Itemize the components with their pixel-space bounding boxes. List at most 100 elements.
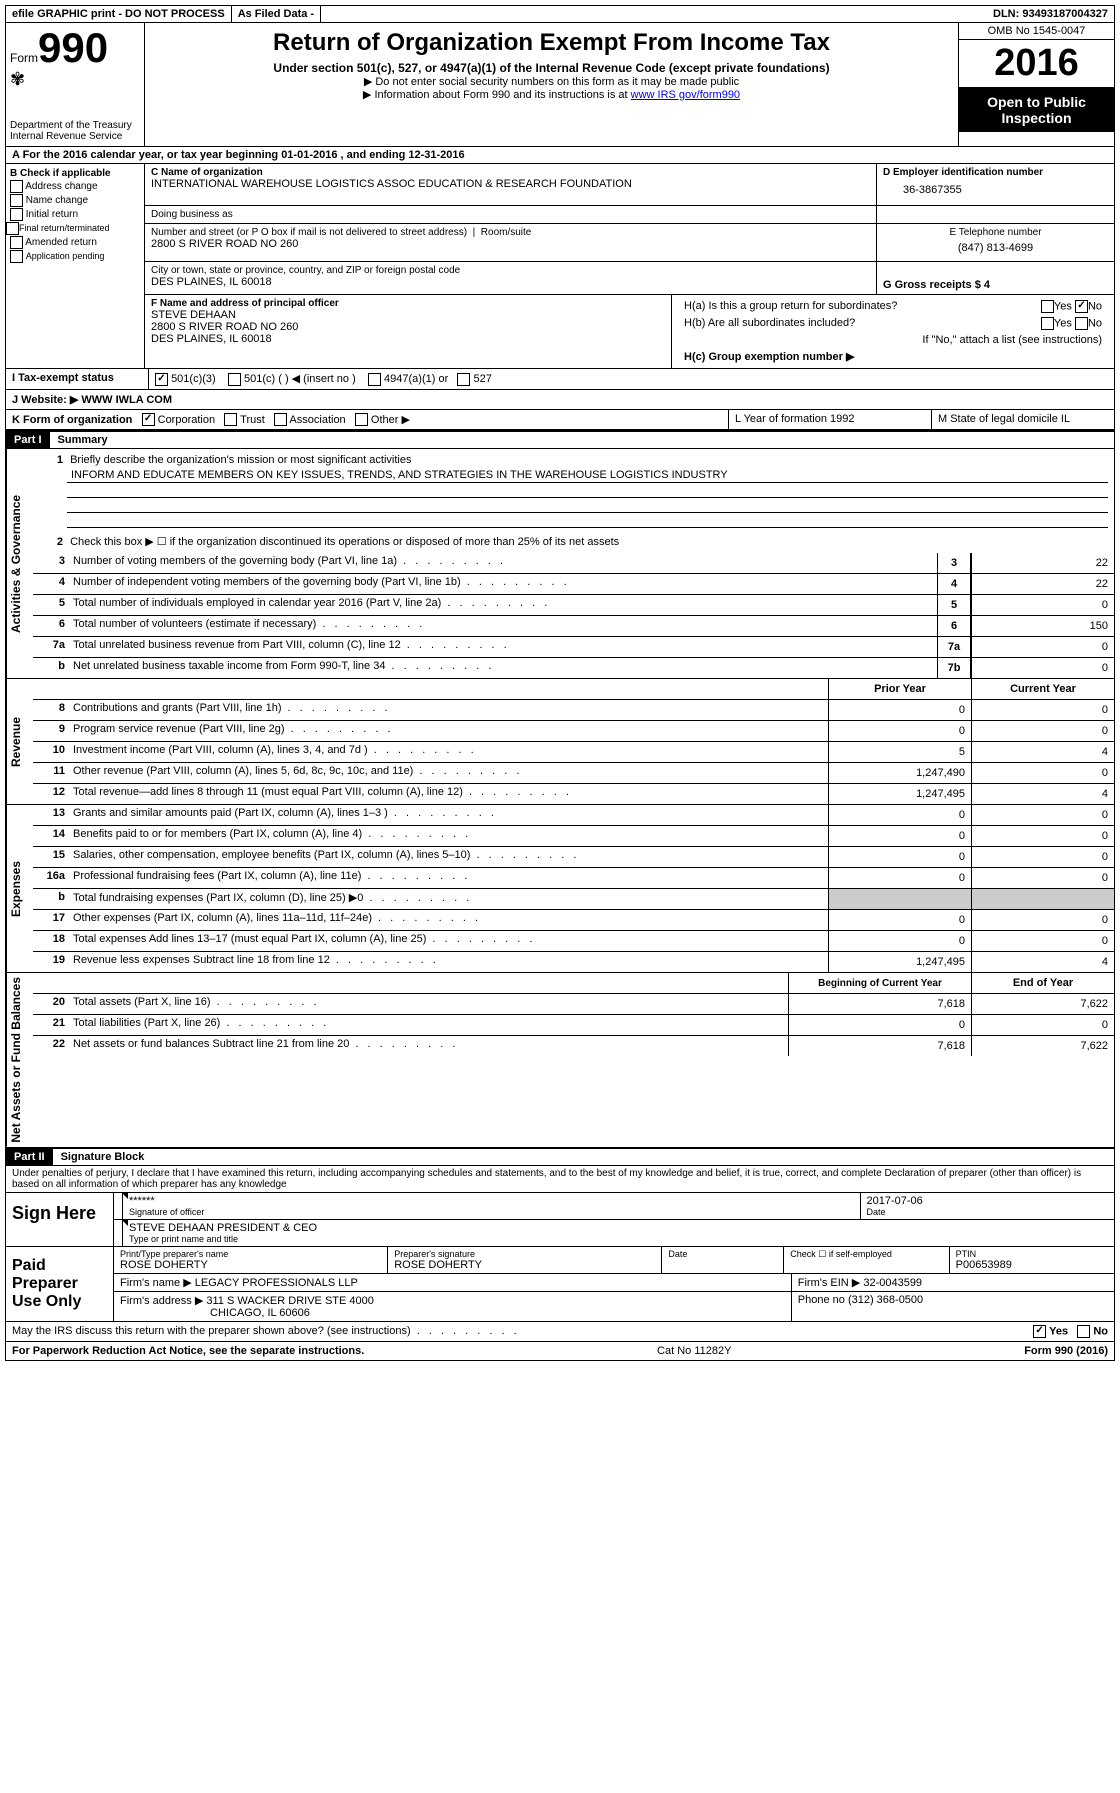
header-right: OMB No 1545-0047 2016 Open to Public Ins… xyxy=(958,23,1114,146)
section-revenue: Revenue Prior Year Current Year 8 Contri… xyxy=(6,679,1114,805)
line-desc: Total expenses Add lines 13–17 (must equ… xyxy=(69,931,828,951)
check-address-change[interactable] xyxy=(10,180,23,193)
ha-no-check[interactable]: ✓ xyxy=(1075,300,1088,313)
prior-value: 1,247,495 xyxy=(828,784,971,804)
discuss-no-check[interactable] xyxy=(1077,1325,1090,1338)
check-trust[interactable] xyxy=(224,413,237,426)
part-1-title: Summary xyxy=(50,432,116,448)
prior-value: 0 xyxy=(828,847,971,867)
line-desc: Other expenses (Part IX, column (A), lin… xyxy=(69,910,828,930)
header-middle: Return of Organization Exempt From Incom… xyxy=(145,23,958,146)
current-value: 4 xyxy=(971,742,1114,762)
check-501c[interactable] xyxy=(228,373,241,386)
officer-addr1: 2800 S RIVER ROAD NO 260 xyxy=(151,321,665,333)
part-1-header: Part I xyxy=(6,432,50,448)
check-name-change[interactable] xyxy=(10,194,23,207)
row-i-label: I Tax-exempt status xyxy=(6,369,149,389)
firm-name-label: Firm's name ▶ xyxy=(120,1277,192,1289)
self-employed-check: Check ☐ if self-employed xyxy=(784,1247,949,1273)
open-inspection: Open to Public Inspection xyxy=(959,88,1114,132)
prior-value xyxy=(828,889,971,909)
officer-name: STEVE DEHAAN xyxy=(151,309,665,321)
as-filed-label: As Filed Data - xyxy=(232,6,321,22)
sign-here-label: Sign Here xyxy=(6,1193,114,1246)
sign-here-section: Sign Here ****** Signature of officer 20… xyxy=(6,1192,1114,1246)
check-app-pending[interactable] xyxy=(10,250,23,263)
current-year-header: Current Year xyxy=(971,679,1114,699)
check-initial-return[interactable] xyxy=(10,208,23,221)
paid-preparer-section: Paid Preparer Use Only Print/Type prepar… xyxy=(6,1246,1114,1321)
line-desc: Number of voting members of the governin… xyxy=(69,553,937,573)
current-value: 0 xyxy=(971,868,1114,888)
current-value: 0 xyxy=(971,847,1114,867)
gov-row: 4 Number of independent voting members o… xyxy=(33,574,1114,595)
form-number: 990 xyxy=(38,24,108,71)
org-name: INTERNATIONAL WAREHOUSE LOGISTICS ASSOC … xyxy=(151,178,870,190)
check-other[interactable] xyxy=(355,413,368,426)
line-value: 22 xyxy=(971,553,1114,573)
table-row: 20 Total assets (Part X, line 16) 7,618 … xyxy=(33,994,1114,1015)
line-value: 150 xyxy=(971,616,1114,636)
line-box: 6 xyxy=(937,616,971,636)
current-value: 4 xyxy=(971,952,1114,972)
line-box: 4 xyxy=(937,574,971,594)
line-desc: Grants and similar amounts paid (Part IX… xyxy=(69,805,828,825)
org-name-label: C Name of organization xyxy=(151,167,870,178)
firm-phone-label: Phone no xyxy=(798,1294,845,1306)
check-final-return[interactable] xyxy=(6,222,19,235)
top-bar: efile GRAPHIC print - DO NOT PROCESS As … xyxy=(6,6,1114,23)
col-g-gross: G Gross receipts $ 4 xyxy=(876,262,1114,294)
check-amended[interactable] xyxy=(10,236,23,249)
discuss-yes-check[interactable]: ✓ xyxy=(1033,1325,1046,1338)
hb-note: If "No," attach a list (see instructions… xyxy=(678,332,1108,348)
prep-sig-label: Preparer's signature xyxy=(394,1249,655,1259)
check-corp[interactable]: ✓ xyxy=(142,413,155,426)
tel-label: E Telephone number xyxy=(883,227,1108,238)
line-desc: Benefits paid to or for members (Part IX… xyxy=(69,826,828,846)
section-activities-governance: Activities & Governance 1 Briefly descri… xyxy=(6,449,1114,679)
bcy-header: Beginning of Current Year xyxy=(788,973,971,993)
prior-value: 0 xyxy=(828,826,971,846)
check-501c3[interactable]: ✓ xyxy=(155,373,168,386)
line-desc: Contributions and grants (Part VIII, lin… xyxy=(69,700,828,720)
line-value: 22 xyxy=(971,574,1114,594)
check-4947[interactable] xyxy=(368,373,381,386)
vert-label-ag: Activities & Governance xyxy=(6,449,33,678)
gov-row: 6 Total number of volunteers (estimate i… xyxy=(33,616,1114,637)
prior-value: 0 xyxy=(828,700,971,720)
hb-yes-check[interactable] xyxy=(1041,317,1054,330)
prior-value: 7,618 xyxy=(788,994,971,1014)
line-value: 0 xyxy=(971,637,1114,657)
part-1-bar: Part I Summary xyxy=(6,430,1114,449)
current-value: 0 xyxy=(971,1015,1114,1035)
gross-receipts: G Gross receipts $ 4 xyxy=(883,265,1108,291)
discuss-question: May the IRS discuss this return with the… xyxy=(12,1325,411,1337)
omb-number: OMB No 1545-0047 xyxy=(959,23,1114,40)
prior-value: 0 xyxy=(828,931,971,951)
f-label: F Name and address of principal officer xyxy=(151,298,665,309)
firm-addr-label: Firm's address ▶ xyxy=(120,1295,203,1307)
prep-name-label: Print/Type preparer's name xyxy=(120,1249,381,1259)
sig-arrow-icon xyxy=(114,1193,123,1219)
irs-link[interactable]: www IRS gov/form990 xyxy=(631,89,740,101)
table-row: 16a Professional fundraising fees (Part … xyxy=(33,868,1114,889)
dba-label: Doing business as xyxy=(151,209,870,220)
line-desc: Total assets (Part X, line 16) xyxy=(69,994,788,1014)
form-subtitle: Under section 501(c), 527, or 4947(a)(1)… xyxy=(151,61,952,75)
col-b-title: B Check if applicable xyxy=(10,168,140,179)
table-row: 10 Investment income (Part VIII, column … xyxy=(33,742,1114,763)
street-label: Number and street (or P O box if mail is… xyxy=(151,227,870,238)
check-527[interactable] xyxy=(457,373,470,386)
gov-row: b Net unrelated business taxable income … xyxy=(33,658,1114,678)
line-desc: Net assets or fund balances Subtract lin… xyxy=(69,1036,788,1056)
line-2-desc: Check this box ▶ ☐ if the organization d… xyxy=(70,536,619,548)
officer-addr2: DES PLAINES, IL 60018 xyxy=(151,333,665,345)
ha-yes-check[interactable] xyxy=(1041,300,1054,313)
revenue-header-row: Prior Year Current Year xyxy=(33,679,1114,700)
hb-no-check[interactable] xyxy=(1075,317,1088,330)
line-desc: Professional fundraising fees (Part IX, … xyxy=(69,868,828,888)
check-assoc[interactable] xyxy=(274,413,287,426)
prior-value: 1,247,490 xyxy=(828,763,971,783)
table-row: 14 Benefits paid to or for members (Part… xyxy=(33,826,1114,847)
part-2-header: Part II xyxy=(6,1149,53,1165)
